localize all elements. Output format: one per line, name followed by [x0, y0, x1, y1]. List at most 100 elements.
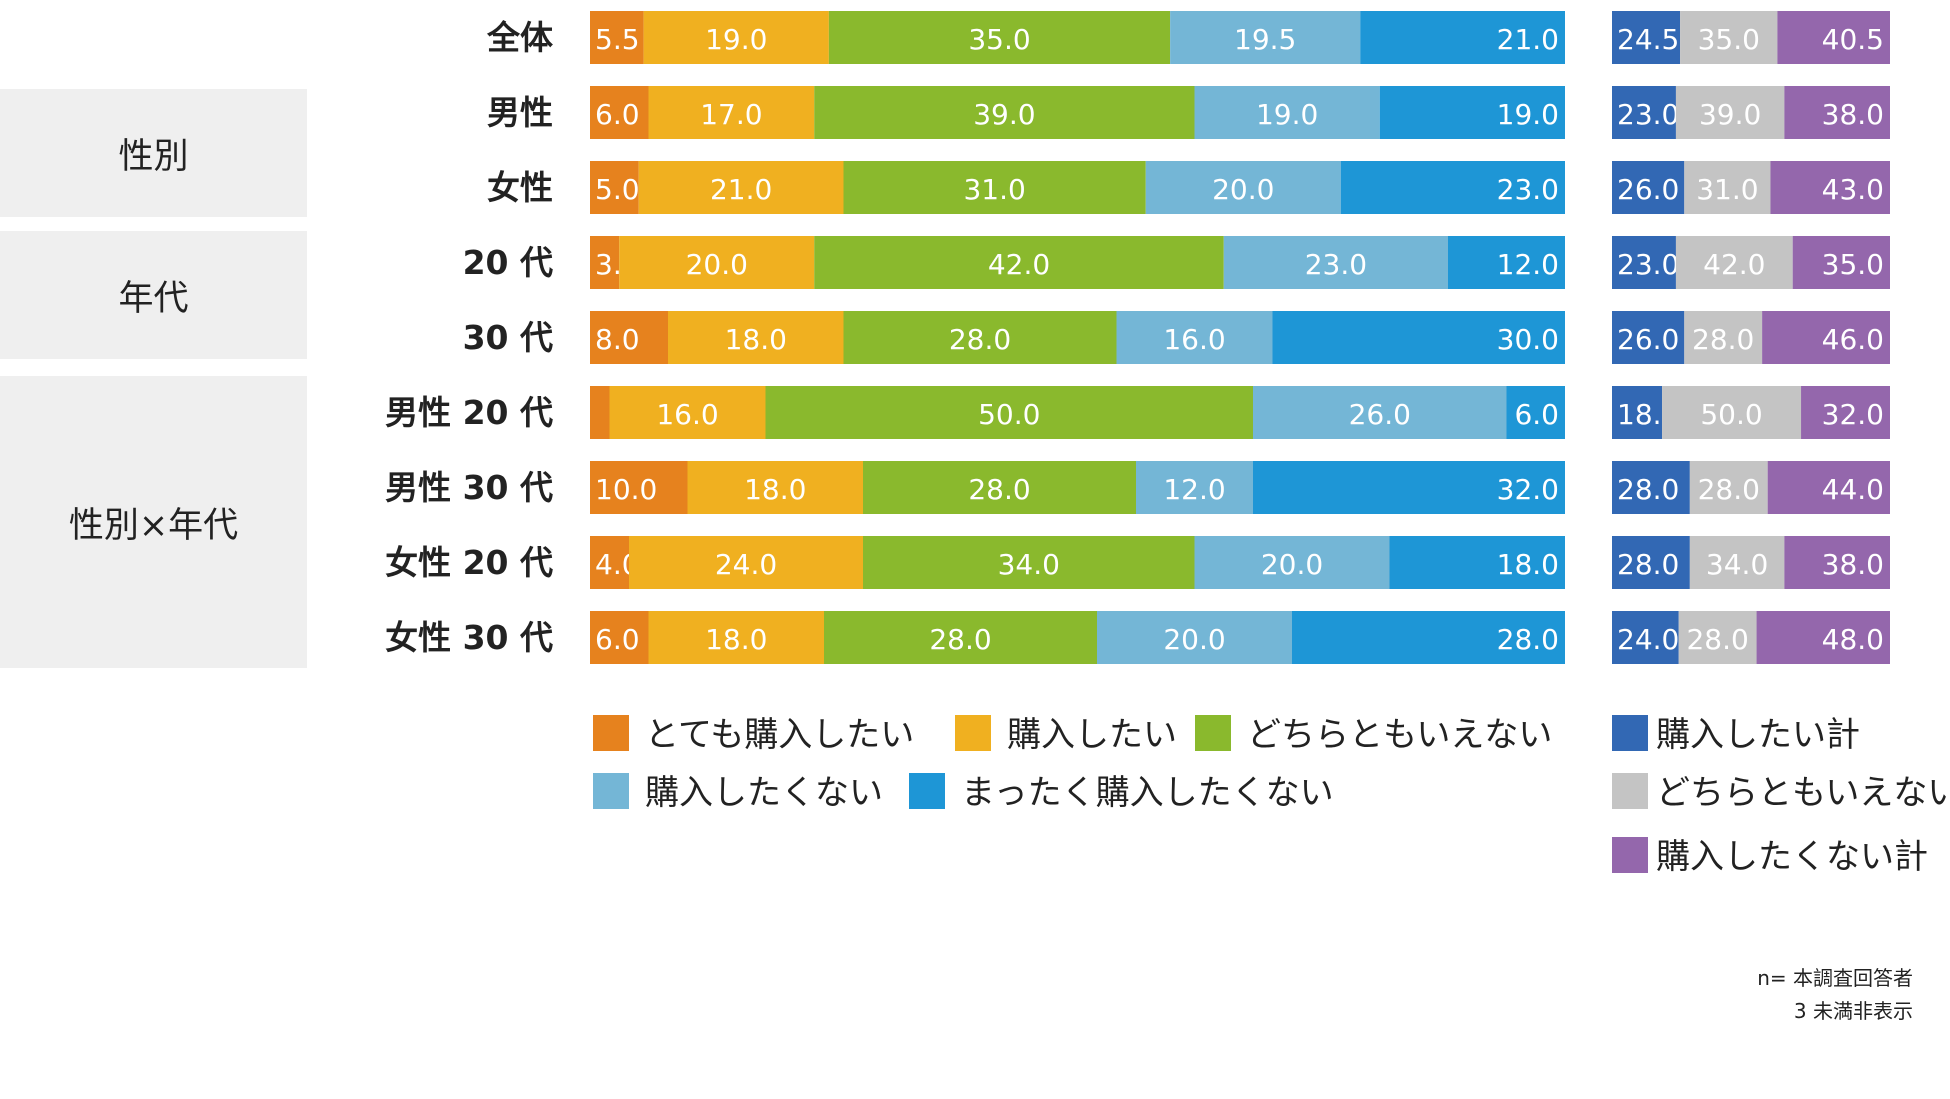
main-bar-segment	[863, 461, 1136, 514]
summary-bar-segment	[1767, 461, 1890, 514]
main-data-label: 21.0	[1497, 23, 1559, 56]
main-bar-segment	[1292, 611, 1565, 664]
main-data-label: 35.0	[968, 23, 1030, 56]
main-bar-segment	[1253, 461, 1565, 514]
row-label: 全体	[486, 18, 553, 57]
main-bar-segment	[1272, 311, 1565, 364]
summary-data-label: 42.0	[1703, 248, 1765, 281]
main-data-label: 23.0	[1497, 173, 1559, 206]
main-data-label: 6.0	[595, 623, 640, 656]
main-data-label: 18.0	[744, 473, 806, 506]
main-data-label: 10.0	[595, 473, 657, 506]
main-bar-segment	[863, 536, 1195, 589]
legend-swatch	[593, 715, 629, 751]
summary-data-label: 35.0	[1698, 23, 1760, 56]
main-bar-segment	[590, 386, 610, 439]
note-hidden-values: 3 未満非表示	[1793, 999, 1913, 1023]
main-data-label: 18.0	[725, 323, 787, 356]
main-bar-segment	[1136, 461, 1253, 514]
summary-bar-segment	[1612, 611, 1679, 664]
summary-bar-segment	[1662, 386, 1802, 439]
row-label: 男性 30 代	[385, 468, 553, 507]
summary-data-label: 39.0	[1699, 98, 1761, 131]
main-bar-segment	[590, 611, 649, 664]
main-bar-segment	[668, 311, 844, 364]
main-bar-segment	[1340, 161, 1565, 214]
main-data-label: 18.0	[705, 623, 767, 656]
main-bar-segment	[1223, 236, 1448, 289]
summary-data-label: 28.0	[1698, 473, 1760, 506]
main-data-label: 39.0	[973, 98, 1035, 131]
main-data-label: 28.0	[1497, 623, 1559, 656]
legend-label: とても購入したい	[645, 715, 914, 755]
summary-bar-segment	[1784, 86, 1890, 139]
main-bar-segment	[1194, 536, 1390, 589]
main-bar-segment	[638, 161, 844, 214]
group-label-age: 年代	[0, 231, 307, 359]
summary-data-label: 48.0	[1822, 623, 1884, 656]
summary-bar-segment	[1612, 386, 1663, 439]
summary-data-label: 38.0	[1822, 548, 1884, 581]
summary-bar-segment	[1612, 461, 1690, 514]
main-data-label: 5.5	[595, 23, 640, 56]
summary-bar-segment	[1777, 11, 1890, 64]
row-label: 女性 30 代	[385, 618, 553, 657]
summary-bar-segment	[1678, 611, 1757, 664]
summary-legend-swatch	[1612, 773, 1648, 809]
summary-bar-segment	[1680, 11, 1778, 64]
main-data-label: 32.0	[1497, 473, 1559, 506]
legend-label: 購入したくない	[645, 773, 883, 813]
summary-data-label: 43.0	[1822, 173, 1884, 206]
summary-data-label: 24.5	[1617, 23, 1679, 56]
main-bar-segment	[590, 11, 644, 64]
legend-label: どちらともいえない	[1247, 715, 1552, 755]
main-data-label: 8.0	[595, 323, 640, 356]
row-label: 男性 20 代	[385, 393, 553, 432]
main-data-label: 30.0	[1497, 323, 1559, 356]
main-data-label: 19.0	[705, 23, 767, 56]
summary-data-label: 44.0	[1822, 473, 1884, 506]
main-data-label: 16.0	[1163, 323, 1225, 356]
main-data-label: 20.0	[1163, 623, 1225, 656]
summary-legend-swatch	[1612, 837, 1648, 873]
main-data-label: 50.0	[978, 398, 1040, 431]
main-bar-segment	[1379, 86, 1565, 139]
row-label: 20 代	[463, 243, 553, 282]
main-bar-segment	[1194, 86, 1380, 139]
summary-data-label: 31.0	[1696, 173, 1758, 206]
summary-data-label: 38.0	[1822, 98, 1884, 131]
summary-data-label: 24.0	[1617, 623, 1679, 656]
summary-bar-segment	[1801, 386, 1890, 439]
main-bar-segment	[648, 86, 815, 139]
summary-data-label: 26.0	[1617, 173, 1679, 206]
main-data-label: 12.0	[1497, 248, 1559, 281]
main-bar-segment	[1360, 11, 1565, 64]
legend-label: まったく購入したくない	[961, 773, 1334, 813]
summary-data-label: 28.0	[1617, 473, 1679, 506]
main-bar-segment	[814, 236, 1224, 289]
legend-swatch	[1195, 715, 1231, 751]
main-data-label: 19.5	[1234, 23, 1296, 56]
main-bar-segment	[609, 386, 766, 439]
summary-data-label: 32.0	[1822, 398, 1884, 431]
summary-bar-segment	[1689, 536, 1785, 589]
main-bar-segment	[687, 461, 863, 514]
summary-data-label: 34.0	[1706, 548, 1768, 581]
main-data-label: 12.0	[1163, 473, 1225, 506]
legend-swatch	[955, 715, 991, 751]
main-bar-segment	[824, 611, 1097, 664]
row-label: 女性 20 代	[385, 543, 553, 582]
legend-swatch	[593, 773, 629, 809]
summary-data-label: 23.0	[1617, 98, 1679, 131]
main-data-label: 23.0	[1305, 248, 1367, 281]
main-data-label: 5.0	[595, 173, 640, 206]
main-data-label: 42.0	[988, 248, 1050, 281]
summary-bar-segment	[1675, 86, 1785, 139]
main-bar-segment	[1389, 536, 1565, 589]
summary-bar-segment	[1770, 161, 1890, 214]
main-bar-segment	[1506, 386, 1565, 439]
summary-bar-segment	[1684, 311, 1763, 364]
main-data-label: 18.0	[1497, 548, 1559, 581]
summary-legend-label: 購入したくない計	[1656, 837, 1928, 877]
main-bar-segment	[1170, 11, 1361, 64]
